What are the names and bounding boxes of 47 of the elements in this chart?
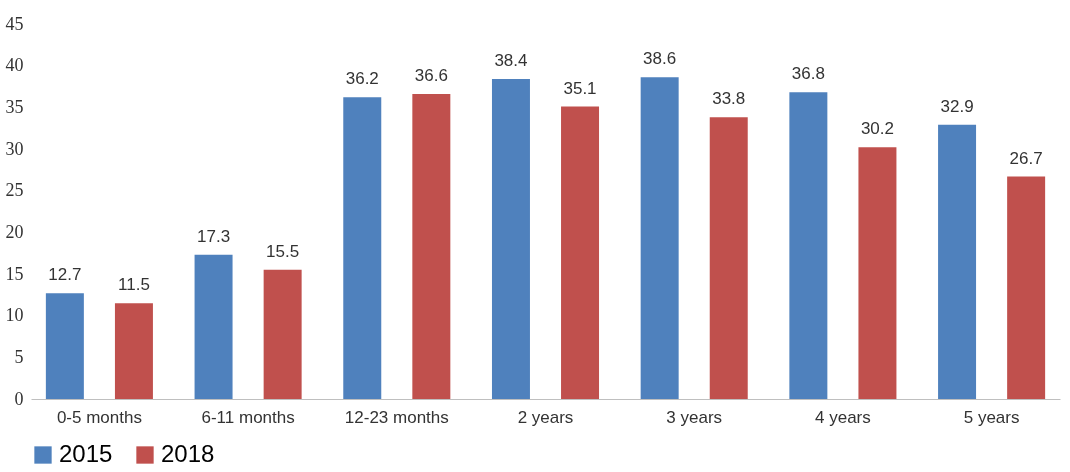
data-label: 36.8	[791, 64, 825, 84]
bar	[412, 94, 451, 399]
bar	[263, 269, 302, 399]
bar	[709, 117, 748, 399]
bar	[561, 106, 600, 399]
y-tick-label: 25	[5, 180, 24, 201]
y-tick-label: 30	[5, 138, 24, 159]
y-tick-label: 5	[14, 346, 24, 367]
data-label: 30.2	[860, 119, 894, 139]
data-label: 36.6	[414, 66, 448, 85]
bar	[114, 303, 153, 399]
bar	[789, 92, 828, 399]
bar	[858, 147, 897, 399]
x-tick-label: 6-11 months	[201, 407, 295, 427]
x-tick-label: 4 years	[815, 407, 871, 427]
y-tick-label: 20	[5, 221, 24, 242]
y-tick-label: 10	[5, 305, 24, 326]
data-label: 26.7	[1009, 148, 1043, 168]
y-tick-label: 35	[5, 96, 24, 117]
y-tick-label: 40	[5, 55, 24, 76]
data-label: 12.7	[48, 265, 82, 285]
data-label: 17.3	[197, 226, 231, 246]
data-label: 35.1	[563, 78, 597, 98]
x-tick-label: 12-23 months	[344, 407, 449, 427]
bar	[938, 124, 977, 399]
y-tick-label: 15	[5, 263, 24, 284]
x-tick-label: 2 years	[517, 407, 574, 427]
bar	[45, 293, 84, 399]
data-label: 11.5	[118, 275, 150, 295]
legend-label: 2018	[161, 440, 215, 467]
bar	[1007, 176, 1046, 399]
data-label: 36.2	[345, 69, 379, 89]
x-tick-label: 5 years	[963, 407, 1020, 427]
data-label: 38.4	[494, 51, 528, 70]
bar	[491, 79, 530, 399]
bar	[640, 77, 679, 399]
data-label: 32.9	[940, 96, 974, 116]
data-label: 15.5	[266, 241, 300, 261]
data-label: 33.8	[712, 89, 746, 109]
bar	[194, 254, 233, 399]
legend-label: 2015	[59, 440, 113, 467]
data-label: 38.6	[643, 49, 677, 69]
y-tick-label: 45	[5, 13, 24, 34]
x-tick-label: 0-5 months	[56, 407, 142, 427]
bar	[343, 97, 382, 399]
x-tick-label: 3 years	[666, 407, 723, 427]
y-tick-label: 0	[14, 388, 24, 409]
